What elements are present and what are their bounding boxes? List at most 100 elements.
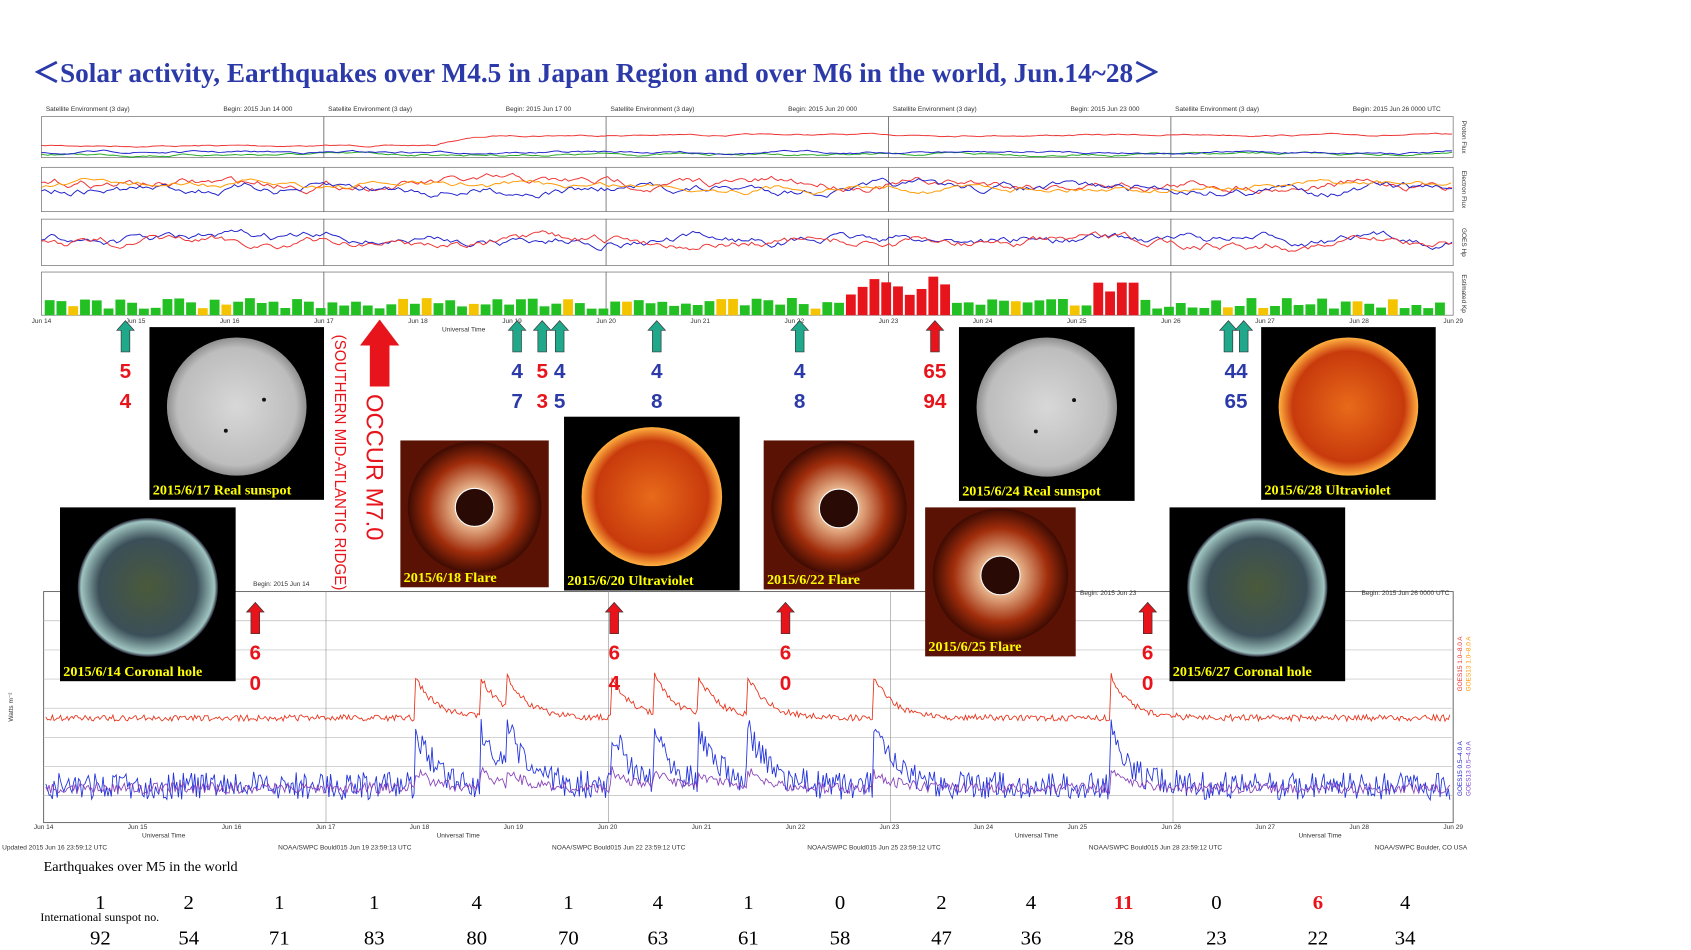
kp-bar	[999, 300, 1009, 316]
panel-begin: Begin: 2015 Jun 23 000	[1070, 106, 1139, 113]
panel-header: Satellite Environment (3 day)	[1175, 106, 1259, 113]
day-label: Jun 27	[1255, 824, 1275, 831]
eq-count: 0	[1211, 892, 1221, 914]
arrow-top: 6	[608, 642, 620, 665]
sunspot-no: 83	[364, 928, 385, 950]
kp-bar	[1234, 305, 1245, 316]
kp-bar	[1399, 308, 1410, 316]
kp-bar	[56, 301, 67, 316]
kp-bar	[586, 308, 597, 316]
kp-bar	[468, 303, 479, 316]
kp-bar	[563, 299, 573, 316]
day-label: Jun 23	[879, 318, 899, 325]
image-caption: 2015/6/14 Coronal hole	[63, 664, 202, 680]
kp-bar	[963, 302, 974, 316]
sunspot-label: International sunspot no.	[40, 910, 159, 924]
kp-bar	[798, 304, 809, 316]
day-label: Jun 18	[410, 824, 430, 831]
kp-bar	[80, 299, 90, 316]
panel-header: Satellite Environment (3 day)	[893, 106, 977, 113]
kp-bar	[1081, 305, 1092, 316]
row-label: Electron Flux	[1460, 171, 1467, 209]
day-label: Jun 15	[128, 824, 148, 831]
arrow-bottom: 0	[250, 672, 262, 695]
axis-title: Universal Time	[1298, 833, 1342, 840]
legend-entry: GOES15 0.5–4.0 A	[1457, 740, 1464, 796]
kp-bar	[716, 299, 727, 316]
kp-bar	[315, 308, 326, 316]
kp-bar	[692, 305, 703, 316]
eq-count: 1	[743, 892, 753, 914]
big-event-2: (SOUTHERN MID-ATLANTIC RIDGE)	[331, 335, 348, 591]
sunspot-no: 70	[558, 928, 579, 950]
kp-bar	[869, 279, 880, 316]
strip	[1170, 116, 1454, 158]
kp-bar	[680, 303, 691, 316]
kp-bar	[539, 306, 550, 316]
image-caption: 2015/6/17 Real sunspot	[153, 482, 292, 498]
day-label: Jun 15	[126, 318, 146, 325]
footer: NOAA/SWPC Bould015 Jun 19 23:59:13 UTC	[278, 845, 412, 852]
kp-bar	[1305, 304, 1316, 316]
kp-bar	[127, 302, 138, 316]
strip	[41, 166, 325, 212]
strip	[888, 218, 1172, 266]
image-caption: 2015/6/28 Ultraviolet	[1264, 482, 1391, 498]
row-label: Proton Flux	[1460, 121, 1467, 155]
kp-bar	[893, 286, 903, 316]
day-label: Jun 22	[786, 824, 806, 831]
sunspot-no: 63	[647, 928, 668, 950]
arrow	[1234, 320, 1254, 353]
kp-bar	[951, 302, 962, 316]
kp-bar	[574, 303, 585, 316]
kp-bar	[1270, 305, 1280, 316]
day-label: Jun 19	[504, 824, 524, 831]
day-label: Jun 20	[596, 318, 616, 325]
kp-bar	[445, 300, 456, 316]
kp-bar	[940, 284, 951, 316]
kp-bar	[1046, 299, 1057, 316]
sunspot-no: 47	[931, 928, 952, 950]
day-label: Jun 16	[222, 824, 242, 831]
kp-bar	[186, 302, 196, 316]
kp-bar	[209, 299, 220, 316]
kp-bar	[728, 298, 738, 316]
axis-title: Universal Time	[1015, 833, 1059, 840]
kp-bar	[763, 300, 774, 316]
image-caption: 2015/6/24 Real sunspot	[962, 484, 1101, 500]
arrow	[776, 601, 795, 635]
legend-entry: GOES15 1.0–8.0 A	[1457, 636, 1464, 692]
sunspot	[1072, 398, 1077, 403]
kp-bar	[351, 301, 361, 316]
day-label: Jun 21	[690, 318, 710, 325]
kp-bar	[775, 304, 786, 316]
kp-bar	[1105, 291, 1115, 316]
eq-count: 0	[835, 892, 845, 914]
panel-header: Satellite Environment (3 day)	[46, 106, 130, 113]
kp-bar	[739, 305, 750, 316]
kp-bar	[881, 282, 892, 316]
occulter	[980, 555, 1021, 596]
trace	[41, 132, 1453, 148]
kp-bar	[398, 298, 409, 316]
kp-bar	[374, 308, 385, 316]
eq-count: 2	[184, 892, 194, 914]
kp-bar	[645, 303, 656, 316]
satellite-panel: Satellite Environment (3 day) Begin: 2015…	[32, 106, 1467, 333]
kp-bar	[91, 300, 102, 316]
trace	[41, 151, 1453, 158]
arrow-bottom: 4	[608, 672, 620, 695]
kp-bar	[1258, 307, 1269, 316]
kp-bar	[1034, 300, 1045, 316]
image-caption: 2015/6/18 Flare	[404, 570, 497, 586]
strip	[323, 116, 607, 158]
panel-header: Satellite Environment (3 day)	[328, 106, 412, 113]
sun-disc	[581, 427, 723, 567]
kp-bar	[1164, 306, 1174, 316]
kp-bar	[303, 301, 314, 316]
day-label: Jun 25	[1067, 824, 1087, 831]
sunspot	[1033, 429, 1038, 434]
kp-bar	[610, 301, 621, 316]
eq-count: 4	[472, 892, 482, 914]
sun-disc	[976, 337, 1118, 477]
